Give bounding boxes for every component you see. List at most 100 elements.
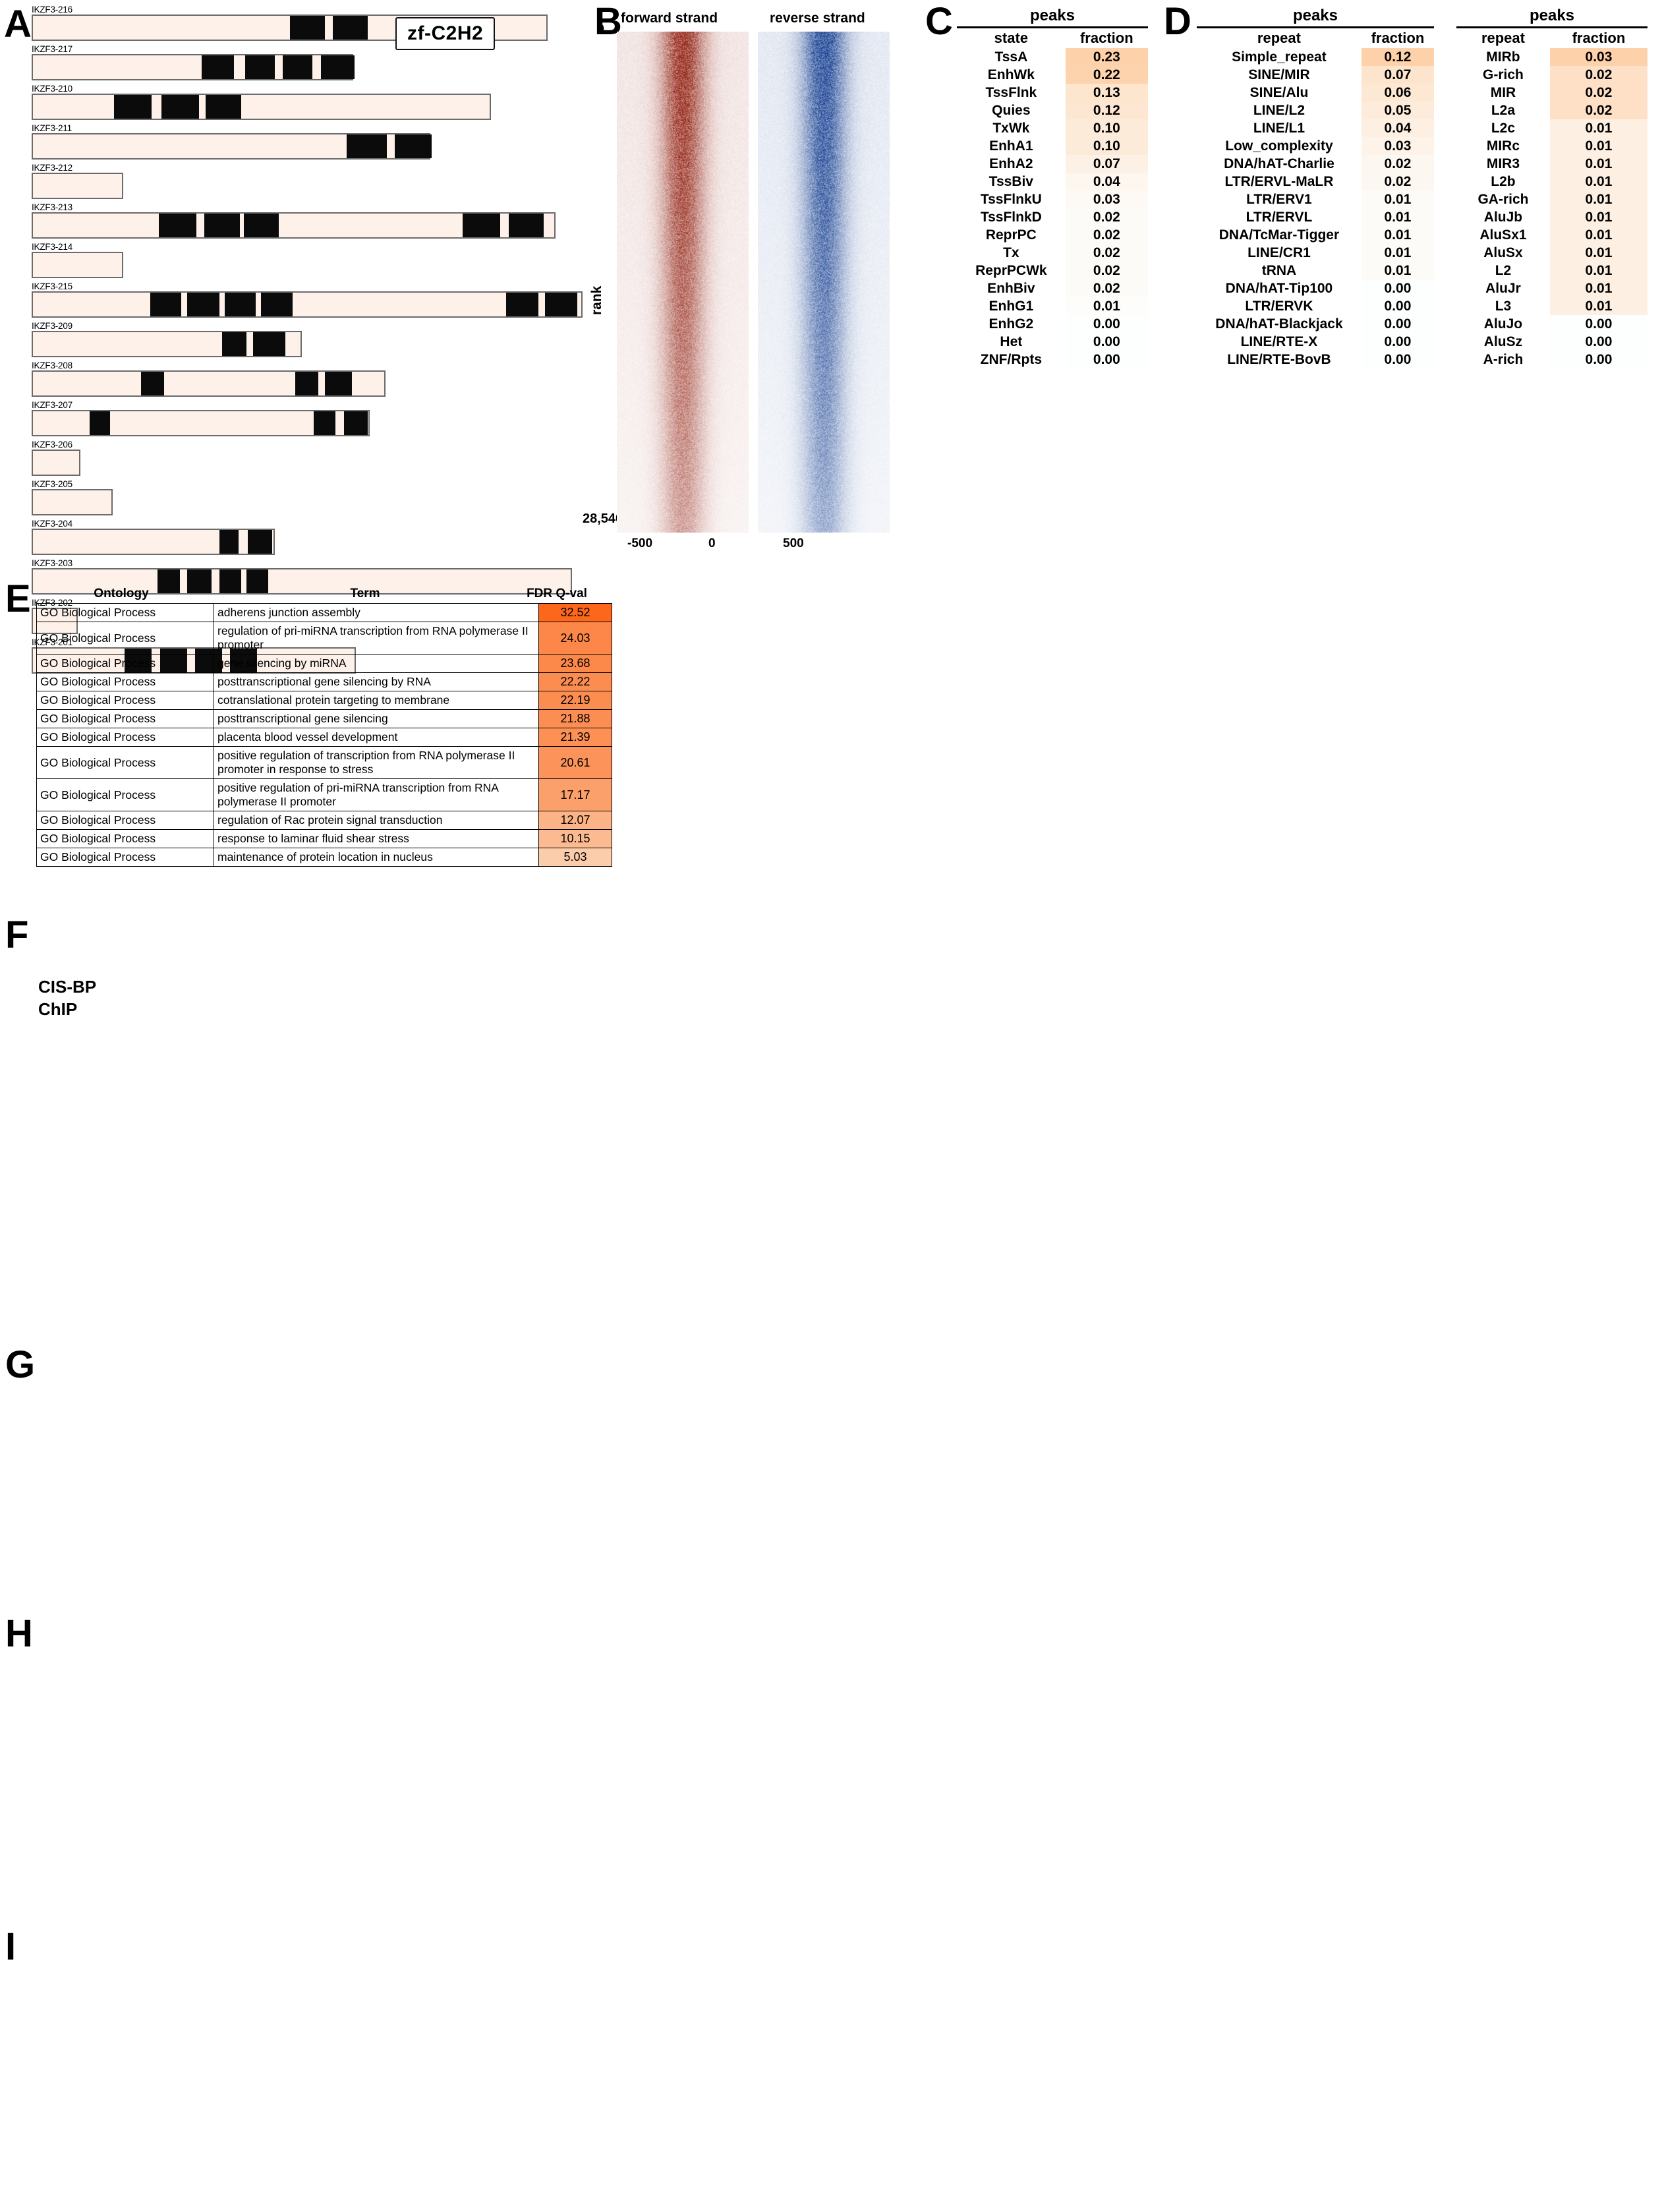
exon-block (225, 293, 256, 316)
panel-e-go-table: Ontology Term FDR Q-val GO Biological Pr… (36, 587, 612, 867)
table-row: GO Biological Process placenta blood vess… (36, 728, 612, 747)
row-name: TssA (994, 49, 1028, 65)
rank-axis-label: rank (589, 285, 604, 315)
transcript-row: IKZF3-215 (32, 282, 585, 318)
exon-block (114, 95, 152, 119)
cisbp-line2: ChIP (38, 999, 78, 1019)
table-row: ZNF/Rpts 0.00 (957, 351, 1148, 368)
row-name: L2c (1491, 120, 1516, 136)
go-ontology: GO Biological Process (36, 709, 214, 728)
row-name: EnhWk (987, 67, 1035, 82)
row-name: AluSx (1483, 245, 1523, 260)
exon-block (343, 411, 368, 435)
exon-block (544, 293, 578, 316)
table-row: AluJb 0.01 (1456, 208, 1648, 226)
transcript-label: IKZF3-210 (32, 84, 72, 94)
row-fraction: 0.00 (1549, 315, 1648, 333)
transcript-bar (32, 94, 491, 120)
transcript-label: IKZF3-214 (32, 242, 72, 252)
panel-letter-h: H (5, 1612, 33, 1655)
header-fdr: FDR Q-val (527, 587, 587, 600)
transcript-bar (32, 489, 113, 515)
rank-bottom-tick: 28,540 (583, 511, 623, 526)
panel-d-repeat-family-table: peaks repeat fraction MIRb 0.03 G-rich 0.02 MIR… (1456, 7, 1648, 368)
column-header-name: state (957, 26, 1066, 48)
row-fraction: 0.01 (1549, 119, 1648, 137)
transcript-label: IKZF3-204 (32, 519, 72, 529)
table-row: GO Biological Process positive regulation… (36, 778, 612, 811)
row-fraction: 0.02 (1065, 226, 1148, 244)
go-fdr-qval: 12.07 (538, 811, 612, 830)
row-name: L3 (1495, 298, 1512, 314)
table-caption-peaks: peaks (1029, 7, 1075, 24)
row-name: AluSx1 (1479, 227, 1527, 243)
go-term: cotranslational protein targeting to mem… (214, 691, 539, 710)
row-fraction: 0.01 (1549, 262, 1648, 279)
table-row: EnhA2 0.07 (957, 155, 1148, 173)
column-header-fraction: fraction (1549, 26, 1648, 48)
row-fraction: 0.00 (1065, 333, 1148, 351)
exon-block (333, 16, 368, 40)
transcript-bar (32, 568, 572, 595)
transcript-label: IKZF3-217 (32, 44, 72, 54)
go-ontology: GO Biological Process (36, 746, 214, 779)
exon-block (314, 411, 336, 435)
transcript-row: IKZF3-217 (32, 45, 585, 80)
row-fraction: 0.02 (1361, 173, 1434, 190)
panel-letter-c: C (925, 0, 953, 43)
exon-block (283, 55, 313, 79)
exon-block (150, 293, 182, 316)
row-name: EnhA1 (989, 138, 1033, 154)
fraction-table: state fraction TssA 0.23 EnhWk 0.22 TssFlnk 0.1… (957, 26, 1148, 368)
table-row: DNA/hAT-Tip100 0.00 (1197, 279, 1434, 297)
row-name: L2 (1495, 262, 1512, 278)
transcript-row: IKZF3-208 (32, 361, 585, 397)
table-row: GO Biological Process regulation of pri-m… (36, 622, 612, 655)
row-name: DNA/hAT-Blackjack (1215, 316, 1343, 332)
table-row: LINE/RTE-X 0.00 (1197, 333, 1434, 351)
row-name: ReprPC (985, 227, 1037, 243)
column-header-name: repeat (1197, 26, 1361, 48)
row-name: L2a (1491, 102, 1516, 118)
transcript-row: IKZF3-203 (32, 559, 585, 595)
row-fraction: 0.02 (1065, 279, 1148, 297)
table-row: MIR3 0.01 (1456, 155, 1648, 173)
exon-block (253, 332, 286, 356)
panel-letter-a: A (4, 3, 32, 45)
cisbp-line1: CIS-BP (38, 977, 97, 997)
transcript-label: IKZF3-208 (32, 361, 72, 370)
table-row: MIRb 0.03 (1456, 48, 1648, 66)
go-term: response to laminar fluid shear stress (214, 829, 539, 848)
exon-block (247, 530, 272, 554)
row-fraction: 0.01 (1361, 244, 1434, 262)
row-fraction: 0.06 (1361, 84, 1434, 102)
row-name: ReprPCWk (975, 262, 1047, 278)
row-name: Tx (1003, 245, 1019, 260)
row-name: LINE/CR1 (1247, 245, 1311, 260)
exon-block (157, 569, 181, 593)
transcript-bar (32, 370, 386, 397)
row-fraction: 0.22 (1065, 66, 1148, 84)
transcript-label: IKZF3-213 (32, 202, 72, 212)
exon-block (219, 569, 241, 593)
transcript-row: IKZF3-214 (32, 243, 585, 278)
row-name: A-rich (1483, 351, 1524, 367)
row-fraction: 0.10 (1065, 137, 1148, 155)
panel-b-heatmaps: forward strand reverse strand rank 0 28,… (583, 5, 896, 552)
transcript-row: IKZF3-213 (32, 203, 585, 239)
column-header-name: repeat (1456, 26, 1550, 48)
row-fraction: 0.02 (1065, 244, 1148, 262)
exon-block (320, 55, 355, 79)
transcript-label: IKZF3-203 (32, 558, 72, 568)
table-row: TssA 0.23 (957, 48, 1148, 66)
row-fraction: 0.02 (1549, 66, 1648, 84)
transcript-bar (32, 252, 124, 278)
go-ontology: GO Biological Process (36, 829, 214, 848)
table-row: AluSx 0.01 (1456, 244, 1648, 262)
table-row: GO Biological Process cotranslational pro… (36, 691, 612, 710)
go-ontology: GO Biological Process (36, 654, 214, 673)
panel-c-state-table: peaks state fraction TssA 0.23 EnhWk 0.22 TssFl… (957, 7, 1148, 368)
row-fraction: 0.01 (1549, 137, 1648, 155)
go-term: regulation of Rac protein signal transdu… (214, 811, 539, 830)
row-fraction: 0.12 (1065, 102, 1148, 119)
